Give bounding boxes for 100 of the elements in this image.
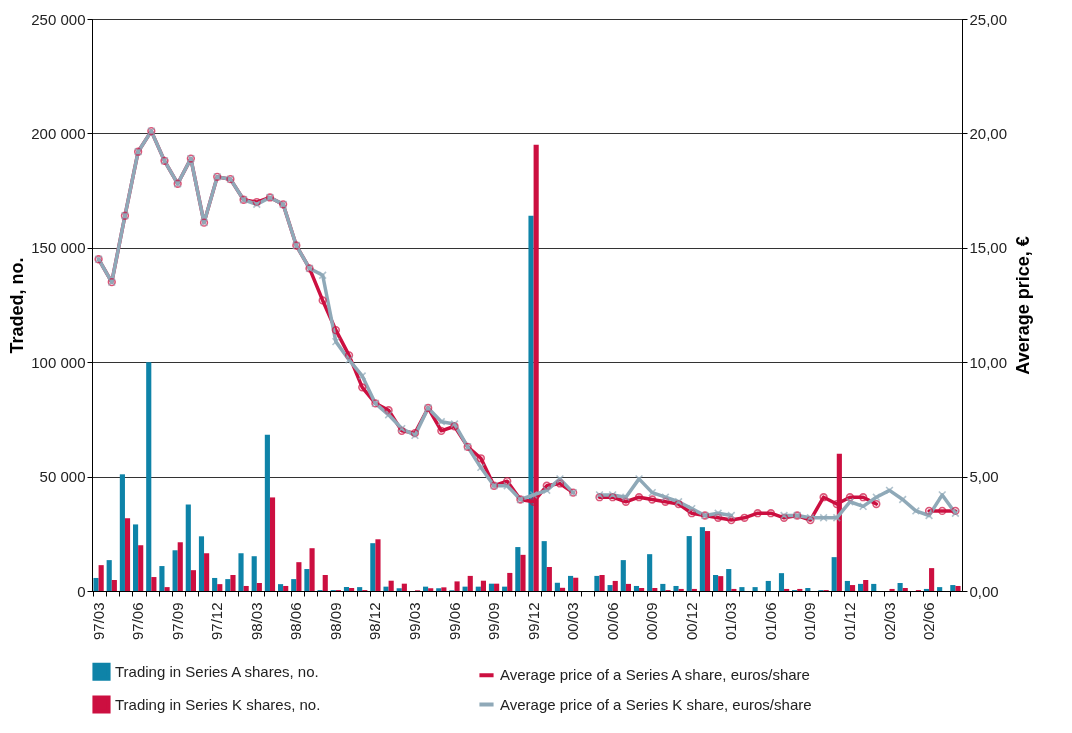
bar bbox=[243, 585, 249, 591]
bar bbox=[797, 588, 803, 591]
bar bbox=[515, 547, 521, 591]
bar bbox=[686, 536, 692, 591]
y2-tick-label: 15,00 bbox=[969, 239, 1008, 257]
bar bbox=[923, 588, 930, 591]
bar bbox=[98, 565, 104, 591]
bar bbox=[423, 586, 429, 591]
bar bbox=[480, 580, 486, 591]
bar bbox=[291, 579, 297, 591]
bar bbox=[739, 587, 745, 591]
bar bbox=[225, 579, 231, 591]
bar bbox=[278, 584, 284, 591]
bar bbox=[647, 554, 653, 591]
bar bbox=[541, 541, 547, 591]
bar bbox=[713, 574, 719, 591]
y2-tick-label: 25,00 bbox=[969, 10, 1008, 28]
bar bbox=[475, 586, 481, 591]
x-tick-label: 98/03 bbox=[247, 602, 265, 641]
bar bbox=[212, 577, 218, 591]
y2-axis-title: Average price, € bbox=[1013, 236, 1034, 375]
bar bbox=[283, 585, 289, 591]
x-tick-label: 97/06 bbox=[129, 602, 147, 641]
bar bbox=[673, 585, 679, 591]
bar bbox=[343, 587, 350, 591]
bar bbox=[296, 562, 302, 591]
x-tick-label: 01/12 bbox=[840, 602, 858, 641]
bar bbox=[106, 560, 112, 591]
bar bbox=[93, 577, 99, 591]
legend-label: Trading in Series K shares, no. bbox=[115, 695, 321, 713]
bar bbox=[607, 585, 613, 591]
bar bbox=[251, 556, 257, 591]
y-tick-label: 100 000 bbox=[31, 353, 86, 371]
bar bbox=[599, 574, 605, 591]
bar bbox=[752, 587, 758, 591]
bar bbox=[691, 588, 697, 591]
bar bbox=[204, 553, 210, 591]
x-tick-label: 98/12 bbox=[366, 602, 384, 641]
bar bbox=[849, 585, 856, 591]
bar bbox=[111, 580, 117, 591]
bar bbox=[357, 587, 363, 591]
x-tick-label: 00/06 bbox=[603, 602, 621, 641]
bar bbox=[507, 572, 513, 591]
bar bbox=[929, 568, 935, 591]
y-tick-label: 150 000 bbox=[31, 239, 86, 257]
bar bbox=[568, 575, 574, 591]
x-tick-label: 00/12 bbox=[682, 602, 700, 641]
x-tick-label: 00/03 bbox=[564, 602, 582, 641]
bar bbox=[264, 434, 270, 591]
x-tick-label: 02/03 bbox=[880, 602, 898, 641]
bar bbox=[699, 527, 705, 591]
bar bbox=[902, 588, 908, 591]
x-tick-label: 02/06 bbox=[920, 602, 938, 641]
y-tick-label: 50 000 bbox=[39, 468, 86, 486]
y2-tick-label: 0,00 bbox=[969, 582, 999, 600]
bar bbox=[726, 569, 732, 591]
bar bbox=[612, 580, 618, 591]
x-tick-label: 98/09 bbox=[326, 602, 344, 641]
bar bbox=[950, 585, 956, 591]
bar bbox=[309, 548, 315, 591]
bar bbox=[831, 557, 837, 591]
x-tick-label: 97/12 bbox=[208, 602, 226, 641]
bar bbox=[146, 362, 152, 591]
bar bbox=[863, 580, 869, 591]
bar bbox=[383, 586, 389, 591]
bar bbox=[625, 583, 631, 591]
x-tick-label: 99/06 bbox=[445, 602, 463, 641]
bar bbox=[177, 542, 183, 591]
x-tick-label: 97/03 bbox=[89, 602, 107, 641]
bar bbox=[765, 580, 771, 591]
bar bbox=[528, 215, 534, 591]
bar bbox=[858, 583, 864, 591]
bar bbox=[652, 588, 658, 591]
y-axis-title: Traded, no. bbox=[7, 257, 28, 354]
bar bbox=[718, 576, 724, 591]
bar bbox=[897, 582, 903, 591]
bar bbox=[594, 575, 600, 591]
bar bbox=[620, 560, 626, 591]
x-tick-label: 01/09 bbox=[801, 602, 819, 641]
bar bbox=[778, 573, 785, 591]
y2-tick-label: 10,00 bbox=[969, 353, 1008, 371]
bar bbox=[217, 584, 223, 591]
bar bbox=[546, 566, 552, 591]
x-tick-label: 01/06 bbox=[761, 602, 779, 641]
bar bbox=[462, 586, 468, 591]
bar bbox=[704, 531, 711, 591]
bar bbox=[805, 588, 811, 591]
bar bbox=[164, 587, 170, 591]
x-tick-label: 01/03 bbox=[722, 602, 740, 641]
bar bbox=[185, 504, 191, 591]
bar bbox=[639, 588, 645, 591]
bar bbox=[502, 586, 508, 591]
bar bbox=[494, 583, 500, 591]
bar bbox=[554, 582, 560, 591]
bar bbox=[844, 580, 850, 591]
legend-label: Average price of a Series A share, euros/share bbox=[500, 666, 810, 684]
bar bbox=[937, 587, 943, 591]
bar bbox=[388, 580, 394, 591]
bar bbox=[955, 585, 961, 591]
bar bbox=[784, 588, 790, 591]
